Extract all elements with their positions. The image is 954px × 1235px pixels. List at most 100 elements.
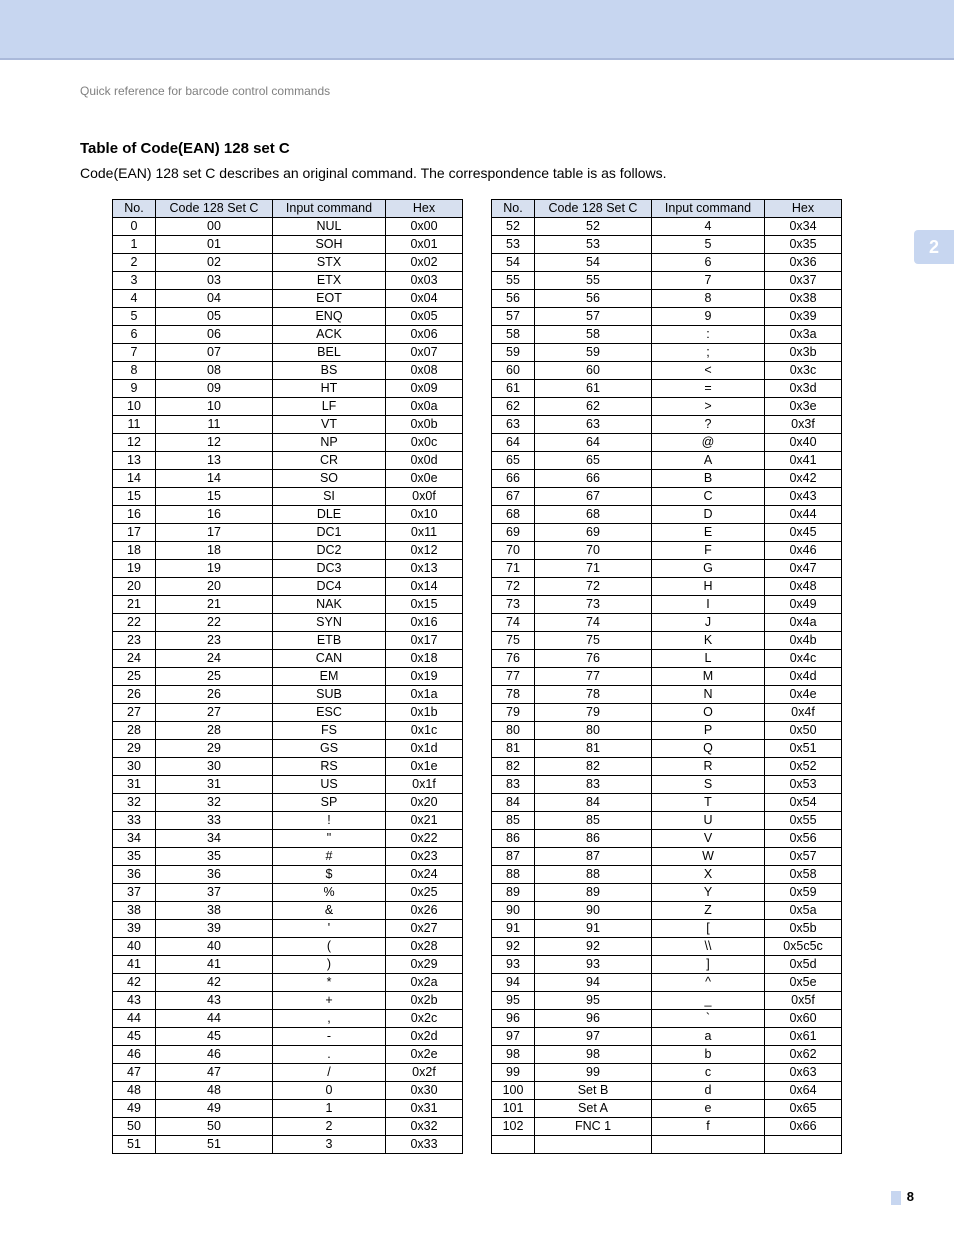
table-cell: T	[652, 794, 765, 812]
table-cell: 0x24	[386, 866, 463, 884]
table-row: 4646.0x2e	[113, 1046, 463, 1064]
table-cell: 38	[156, 902, 273, 920]
table-cell: 34	[113, 830, 156, 848]
table-cell: DC4	[273, 578, 386, 596]
table-row: 6868D0x44	[492, 506, 842, 524]
table-row: 7373I0x49	[492, 596, 842, 614]
table-row: 8989Y0x59	[492, 884, 842, 902]
table-cell: 0x3f	[765, 416, 842, 434]
table-cell: 0x35	[765, 236, 842, 254]
table-row: 1717DC10x11	[113, 524, 463, 542]
table-row: 7070F0x46	[492, 542, 842, 560]
table-row: 000NUL0x00	[113, 218, 463, 236]
table-row: 6666B0x42	[492, 470, 842, 488]
table-cell: 1	[113, 236, 156, 254]
table-cell: 0x5b	[765, 920, 842, 938]
table-cell: 98	[535, 1046, 652, 1064]
table-cell: 0x4e	[765, 686, 842, 704]
table-cell: 79	[535, 704, 652, 722]
table-cell: 0x28	[386, 938, 463, 956]
table-cell: 53	[535, 236, 652, 254]
table-cell: 0x5a	[765, 902, 842, 920]
table-cell: Z	[652, 902, 765, 920]
table-row: 2525EM0x19	[113, 668, 463, 686]
table-cell: 85	[492, 812, 535, 830]
table-cell: 0x00	[386, 218, 463, 236]
table-cell: 33	[113, 812, 156, 830]
table-cell	[535, 1136, 652, 1154]
table-cell: 71	[492, 560, 535, 578]
table-row: 1515SI0x0f	[113, 488, 463, 506]
table-cell: 51	[113, 1136, 156, 1154]
table-cell: 58	[535, 326, 652, 344]
table-cell: 0x26	[386, 902, 463, 920]
header-cmd: Input command	[652, 200, 765, 218]
table-cell: 3	[113, 272, 156, 290]
table-cell: 0x17	[386, 632, 463, 650]
table-cell: 14	[113, 470, 156, 488]
top-banner	[0, 0, 954, 60]
table-cell: 99	[492, 1064, 535, 1082]
table-cell: ENQ	[273, 308, 386, 326]
breadcrumb: Quick reference for barcode control comm…	[80, 84, 874, 98]
table-cell: SOH	[273, 236, 386, 254]
table-row: 9898b0x62	[492, 1046, 842, 1064]
table-row: 2020DC40x14	[113, 578, 463, 596]
table-cell: 81	[492, 740, 535, 758]
table-cell: 67	[535, 488, 652, 506]
table-cell: 0x38	[765, 290, 842, 308]
table-header-row: No. Code 128 Set C Input command Hex	[492, 200, 842, 218]
table-cell: 0x23	[386, 848, 463, 866]
table-cell: 17	[156, 524, 273, 542]
table-cell: 41	[113, 956, 156, 974]
table-row: 9393]0x5d	[492, 956, 842, 974]
table-cell: 0x5d	[765, 956, 842, 974]
table-cell: 03	[156, 272, 273, 290]
table-cell: 0x03	[386, 272, 463, 290]
table-cell: $	[273, 866, 386, 884]
table-cell: 68	[535, 506, 652, 524]
table-cell: 83	[535, 776, 652, 794]
table-cell: ,	[273, 1010, 386, 1028]
table-cell: NAK	[273, 596, 386, 614]
table-cell: SUB	[273, 686, 386, 704]
table-cell: 0x45	[765, 524, 842, 542]
table-cell: 36	[156, 866, 273, 884]
table-cell: 75	[535, 632, 652, 650]
table-cell: 0x44	[765, 506, 842, 524]
table-row: 6464@0x40	[492, 434, 842, 452]
table-cell: 0x10	[386, 506, 463, 524]
table-cell: NP	[273, 434, 386, 452]
table-cell: 89	[492, 884, 535, 902]
table-cell: 44	[113, 1010, 156, 1028]
table-cell: 35	[156, 848, 273, 866]
table-cell: 0x52	[765, 758, 842, 776]
table-row: 3535#0x23	[113, 848, 463, 866]
table-cell: SO	[273, 470, 386, 488]
table-cell: 0x4b	[765, 632, 842, 650]
table-cell: I	[652, 596, 765, 614]
table-cell: :	[652, 326, 765, 344]
table-cell: 0x1c	[386, 722, 463, 740]
table-row: 2727ESC0x1b	[113, 704, 463, 722]
table-cell: 07	[156, 344, 273, 362]
table-cell: 48	[113, 1082, 156, 1100]
table-cell: A	[652, 452, 765, 470]
table-cell: #	[273, 848, 386, 866]
table-cell: 83	[492, 776, 535, 794]
table-cell: 0x2c	[386, 1010, 463, 1028]
table-cell: 30	[156, 758, 273, 776]
table-cell: 18	[156, 542, 273, 560]
table-row: 9797a0x61	[492, 1028, 842, 1046]
table-cell: 35	[113, 848, 156, 866]
table-cell: 57	[535, 308, 652, 326]
table-cell: 0	[113, 218, 156, 236]
table-row: 505ENQ0x05	[113, 308, 463, 326]
table-cell: 0x51	[765, 740, 842, 758]
table-cell: 78	[492, 686, 535, 704]
table-cell: 22	[156, 614, 273, 632]
table-cell: FS	[273, 722, 386, 740]
table-cell: 62	[492, 398, 535, 416]
table-cell: 32	[156, 794, 273, 812]
table-cell: 37	[113, 884, 156, 902]
